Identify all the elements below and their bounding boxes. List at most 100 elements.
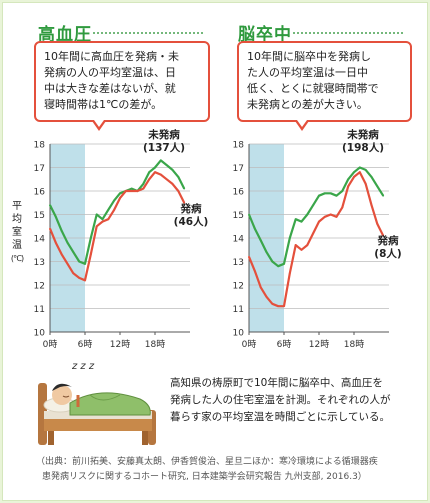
- data-point-onset: [89, 253, 92, 256]
- data-point-onset: [265, 295, 268, 298]
- data-point-onset: [370, 204, 373, 206]
- data-point-onset: [119, 197, 121, 199]
- y-tick-label: 12: [233, 282, 244, 292]
- data-point-onset: [84, 279, 86, 282]
- sleeping-person-illustration: z z z: [38, 361, 156, 445]
- x-tick-label: 0時: [43, 339, 58, 350]
- y-tick-label: 10: [34, 329, 46, 339]
- data-point-non-onset: [376, 185, 379, 188]
- data-point-non-onset: [283, 262, 285, 265]
- data-point-onset: [95, 225, 98, 228]
- data-point-non-onset: [294, 218, 297, 221]
- data-point-non-onset: [119, 192, 121, 195]
- data-point-onset: [341, 206, 344, 209]
- data-point-non-onset: [107, 208, 110, 211]
- y-tick-label: 17: [233, 164, 244, 174]
- data-point-non-onset: [364, 168, 367, 171]
- sleep-z-text: z z z: [71, 361, 95, 372]
- data-point-non-onset: [60, 230, 63, 232]
- y-axis-label-char-2: 均: [12, 214, 22, 225]
- y-tick-label: 12: [34, 282, 45, 292]
- data-point-non-onset: [101, 218, 104, 221]
- y-axis-label-char-3: 室: [12, 227, 22, 238]
- data-point-onset: [376, 223, 379, 225]
- data-point-onset: [183, 201, 186, 204]
- data-point-non-onset: [288, 237, 291, 239]
- series-line-non-onset: [247, 166, 385, 268]
- data-point-non-onset: [78, 260, 81, 263]
- data-point-non-onset: [159, 159, 162, 162]
- description-line-3: 暮らす家の平均室温を時間ごとに示している。: [170, 411, 390, 423]
- data-point-non-onset: [95, 213, 98, 216]
- callout-right-line-1: 10年間に脳卒中を発病し: [247, 50, 371, 63]
- data-point-onset: [159, 173, 162, 176]
- y-tick-label: 16: [34, 188, 46, 198]
- x-tick-label: 18時: [145, 339, 165, 350]
- data-point-non-onset: [306, 213, 309, 216]
- data-point-onset: [66, 262, 69, 265]
- callout-right-line-4: 未発病との差が大きい。: [247, 98, 368, 111]
- data-point-onset: [358, 171, 361, 174]
- y-tick-label: 18: [233, 141, 245, 151]
- x-tick-label: 6時: [78, 339, 93, 350]
- y-tick-label: 11: [34, 305, 45, 315]
- data-point-onset: [113, 208, 116, 211]
- y-tick-label: 15: [34, 211, 45, 221]
- y-tick-label: 15: [233, 211, 244, 221]
- data-point-onset: [154, 171, 156, 174]
- data-point-onset: [335, 215, 338, 218]
- data-point-non-onset: [165, 164, 168, 167]
- data-point-onset: [248, 255, 250, 258]
- data-point-non-onset: [353, 171, 355, 174]
- series-label-onset: 発病: [377, 234, 399, 247]
- data-point-onset: [136, 190, 139, 192]
- data-point-non-onset: [358, 166, 361, 169]
- data-point-non-onset: [335, 194, 338, 197]
- data-point-non-onset: [183, 187, 186, 190]
- callout-left: 10年間に高血圧を発病・未 発病の人の平均室温は、日 中は大きな差はないが、就 …: [34, 41, 210, 131]
- data-point-onset: [130, 190, 133, 192]
- data-point-non-onset: [113, 199, 116, 202]
- data-point-non-onset: [154, 166, 156, 169]
- callout-left-line-2: 発病の人の平均室温は、日: [44, 66, 176, 79]
- data-point-onset: [259, 286, 262, 289]
- series-line-onset: [247, 171, 385, 308]
- callout-left-tail-inner: [94, 120, 104, 127]
- data-point-non-onset: [54, 215, 57, 218]
- data-point-onset: [107, 218, 110, 221]
- data-point-non-onset: [253, 227, 256, 230]
- data-point-non-onset: [329, 192, 332, 195]
- panel-title-left: 高血圧: [38, 25, 92, 45]
- data-point-onset: [329, 213, 332, 216]
- data-point-non-onset: [248, 213, 250, 216]
- data-point-onset: [60, 253, 63, 256]
- series-count-non-onset: (137人): [143, 141, 185, 154]
- data-point-non-onset: [277, 265, 280, 268]
- data-point-onset: [271, 302, 274, 305]
- y-tick-label: 16: [233, 188, 245, 198]
- data-point-non-onset: [89, 237, 92, 239]
- data-point-onset: [312, 232, 315, 235]
- x-tick-label: 18時: [344, 339, 364, 350]
- title-divider-right: [293, 32, 403, 34]
- data-point-onset: [253, 270, 256, 272]
- series-count-onset: (8人): [374, 247, 401, 260]
- data-point-non-onset: [382, 194, 385, 197]
- data-point-non-onset: [148, 171, 151, 174]
- data-point-onset: [177, 190, 180, 192]
- citation-line-1: （出典：前川拓美、安藤真太朗、伊香賀俊治、星旦二ほか：寒冷環境による循環器疾: [36, 457, 378, 467]
- panel-title-right: 脳卒中: [238, 25, 292, 45]
- data-point-onset: [277, 305, 280, 308]
- y-tick-label: 10: [233, 329, 245, 339]
- description-line-2: 発病した人の住宅室温を計測。それぞれの人が: [170, 394, 391, 406]
- data-point-non-onset: [72, 251, 75, 253]
- data-point-non-onset: [341, 190, 344, 192]
- data-point-onset: [148, 178, 151, 181]
- y-tick-label: 13: [233, 258, 244, 268]
- data-point-onset: [54, 241, 57, 244]
- data-point-non-onset: [171, 168, 174, 171]
- callout-right-tail-inner: [297, 120, 307, 127]
- series-line-non-onset: [49, 159, 186, 265]
- data-point-non-onset: [271, 260, 274, 263]
- data-point-non-onset: [142, 183, 145, 185]
